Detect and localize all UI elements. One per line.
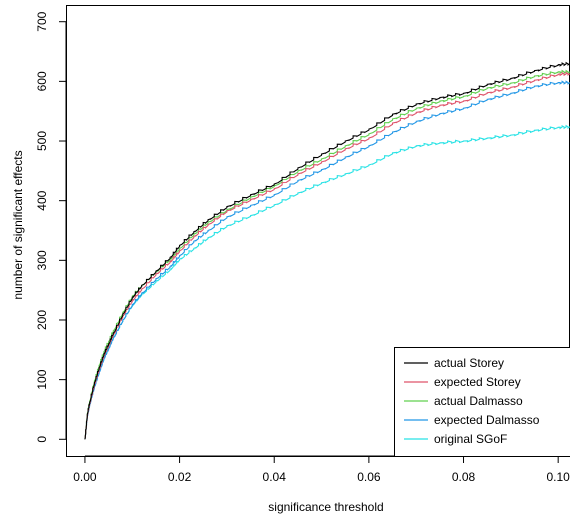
x-tick-label: 0.10 (546, 470, 570, 484)
x-axis-label: significance threshold (268, 500, 383, 514)
y-tick-label: 100 (35, 369, 49, 389)
y-tick-label: 400 (35, 190, 49, 210)
x-tick-label: 0.04 (263, 470, 287, 484)
y-tick-label: 200 (35, 310, 49, 330)
y-tick-label: 500 (35, 131, 49, 151)
legend-label: actual Dalmasso (434, 394, 523, 408)
y-tick-label: 600 (35, 71, 49, 91)
legend-label: expected Dalmasso (434, 413, 540, 427)
legend: actual Storey expected Storey actual Dalma… (394, 347, 570, 457)
y-axis-label: number of significant effects (11, 150, 25, 299)
legend-label: expected Storey (434, 375, 521, 389)
y-tick-label: 300 (35, 250, 49, 270)
x-tick-label: 0.08 (452, 470, 476, 484)
y-tick-label: 700 (35, 11, 49, 31)
legend-label: original SGoF (434, 432, 507, 446)
y-tick-label: 0 (35, 436, 49, 443)
x-tick-label: 0.02 (168, 470, 192, 484)
series-layer (84, 61, 570, 440)
series-line-actual-dalmasso (84, 69, 570, 440)
legend-box (394, 347, 570, 457)
series-line-actual-storey (84, 61, 570, 440)
x-tick-label: 0.06 (357, 470, 381, 484)
x-tick-label: 0.00 (73, 470, 97, 484)
axes: 0.00 0.02 0.04 0.06 0.08 0.10 0 100 200 300 400 500… (35, 5, 570, 484)
legend-label: actual Storey (434, 356, 504, 370)
